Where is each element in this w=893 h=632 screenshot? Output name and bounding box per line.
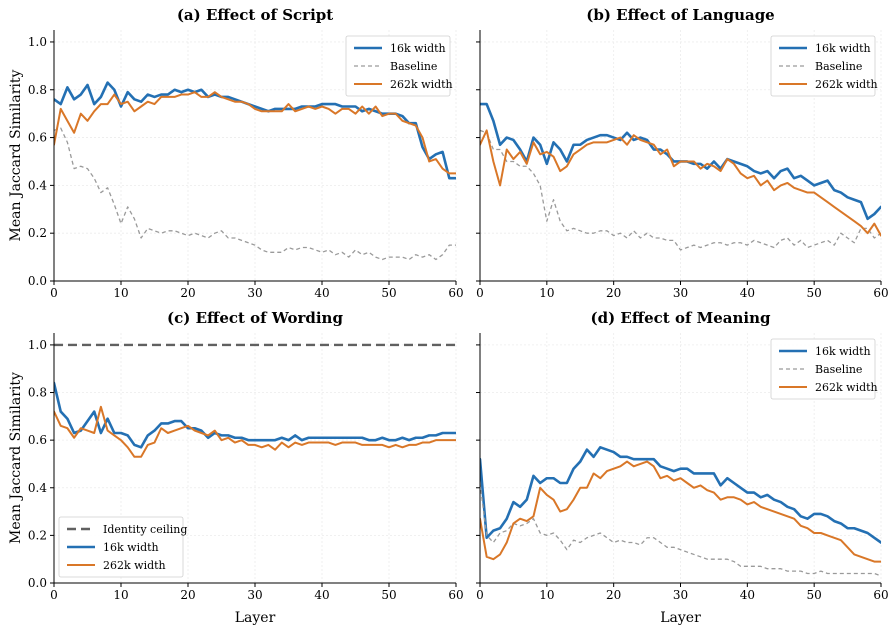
legend-box: [345, 35, 451, 97]
legend: 16k width Baseline 262k width: [345, 35, 453, 97]
x-tick-label: 0: [50, 588, 58, 602]
x-tick-label: 40: [740, 588, 755, 602]
legend-entry: Baseline: [390, 60, 437, 73]
x-tick-label: 40: [740, 286, 755, 300]
series-line-16k-width: [480, 445, 881, 544]
x-tick-label: 20: [180, 286, 195, 300]
series-group: [480, 445, 881, 577]
legend-entry: 16k width: [815, 345, 871, 358]
x-tick-label: 20: [180, 588, 195, 602]
legend-box: [770, 35, 876, 97]
y-tick-label: 0.0: [28, 576, 47, 590]
legend-entry: Identity ceiling: [103, 523, 187, 536]
x-tick-label: 20: [606, 286, 621, 300]
y-tick-label: 0.6: [28, 131, 47, 145]
x-tick-label: 10: [113, 588, 128, 602]
legend-box: [58, 516, 184, 578]
y-tick-label: 1.0: [28, 338, 47, 352]
y-tick-label: 0.2: [28, 528, 47, 542]
legend-entry: 262k width: [390, 78, 453, 91]
y-axis-label: Mean Jaccard Similarity: [8, 69, 24, 241]
series-line-262k-width: [480, 129, 881, 237]
series-line-baseline: [54, 127, 456, 261]
series-group: [480, 102, 881, 251]
series-group: [54, 343, 456, 458]
subplot-title: (b) Effect of Language: [586, 6, 774, 24]
x-tick-label: 50: [381, 286, 396, 300]
series-line-262k-width: [480, 460, 881, 563]
x-tick-label: 50: [807, 286, 822, 300]
legend-entry: 262k width: [815, 381, 878, 394]
x-tick-label: 50: [381, 588, 396, 602]
x-tick-label: 30: [673, 588, 688, 602]
x-tick-label: 50: [807, 588, 822, 602]
x-tick-label: 10: [539, 588, 554, 602]
series-line-262k-width: [54, 91, 456, 175]
legend-entry: 16k width: [103, 541, 159, 554]
legend-entry: 262k width: [815, 78, 878, 91]
x-tick-label: 30: [247, 286, 262, 300]
legend-entry: Baseline: [815, 363, 862, 376]
subplot-title: (c) Effect of Wording: [167, 309, 343, 327]
y-tick-label: 0.6: [28, 433, 47, 447]
legend: 16k width Baseline 262k width: [770, 35, 878, 97]
y-tick-label: 0.4: [28, 178, 47, 192]
legend-entry: 16k width: [390, 42, 446, 55]
subplot-c: (c) Effect of Wording 0 10 20 30 40 50 60 0.0 0.2…: [8, 309, 464, 626]
legend-entry: Baseline: [815, 60, 862, 73]
y-tick-label: 0.0: [28, 274, 47, 288]
subplot-d: (d) Effect of Meaning 0 10 20 30 40 50 60 Layer 1…: [476, 309, 889, 626]
y-tick-label: 0.8: [28, 83, 47, 97]
x-axis-label: Layer: [235, 610, 276, 626]
legend-entry: 262k width: [103, 559, 166, 572]
x-tick-label: 0: [50, 286, 58, 300]
x-tick-label: 30: [247, 588, 262, 602]
series-line-baseline: [480, 129, 881, 251]
y-tick-label: 0.2: [28, 226, 47, 240]
x-tick-label: 0: [476, 588, 484, 602]
subplot-title: (d) Effect of Meaning: [590, 309, 771, 327]
x-tick-label: 60: [448, 286, 463, 300]
subplot-title: (a) Effect of Script: [177, 6, 333, 24]
series-line-16k-width: [54, 381, 456, 449]
subplot-b: (b) Effect of Language 0 10 20 30 40 50 60 16k w…: [476, 6, 889, 300]
y-axis-label: Mean Jaccard Similarity: [8, 372, 24, 544]
y-tick-label: 1.0: [28, 35, 47, 49]
series-line-262k-width: [54, 405, 456, 458]
x-tick-label: 40: [314, 588, 329, 602]
x-tick-label: 40: [314, 286, 329, 300]
legend-box: [770, 338, 876, 400]
legend-entry: 16k width: [815, 42, 871, 55]
x-tick-label: 10: [113, 286, 128, 300]
x-axis-label: Layer: [660, 610, 701, 626]
x-tick-label: 30: [673, 286, 688, 300]
x-tick-label: 0: [476, 286, 484, 300]
x-tick-label: 20: [606, 588, 621, 602]
series-line-baseline: [480, 482, 881, 577]
legend: Identity ceiling 16k width 262k width: [58, 516, 187, 578]
x-tick-label: 60: [873, 286, 888, 300]
x-tick-label: 10: [539, 286, 554, 300]
subplot-a: (a) Effect of Script 0 10 20 30 40 50 60 0.0 0.2 0…: [8, 6, 464, 300]
y-tick-label: 0.4: [28, 481, 47, 495]
x-tick-label: 60: [448, 588, 463, 602]
legend: 16k width Baseline 262k width: [770, 338, 878, 400]
y-tick-label: 0.8: [28, 386, 47, 400]
series-group: [54, 81, 456, 261]
x-tick-label: 60: [873, 588, 888, 602]
